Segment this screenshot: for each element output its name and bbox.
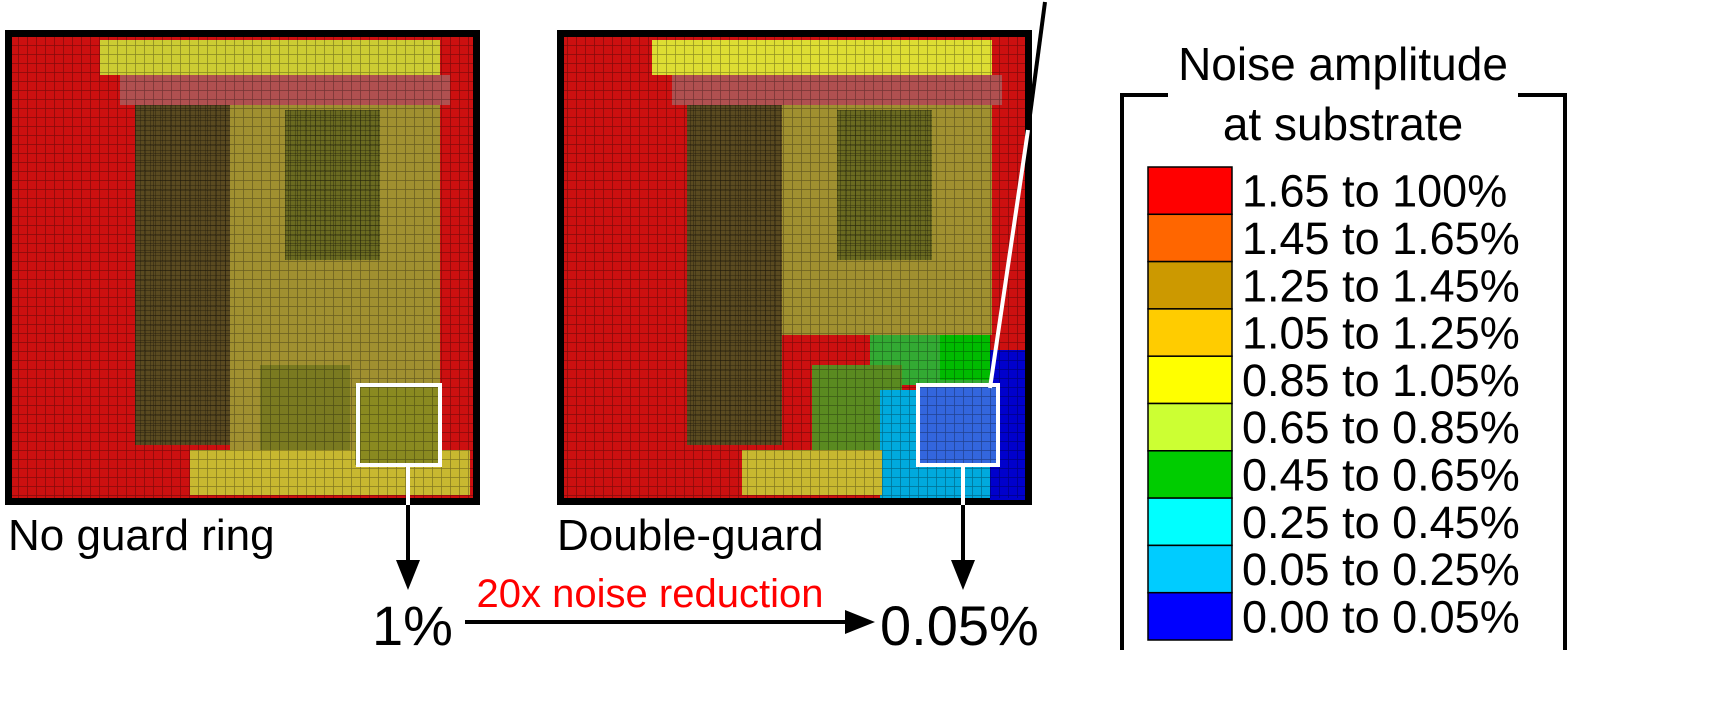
legend-swatch <box>1148 545 1232 592</box>
legend-label: 1.65 to 100% <box>1242 166 1507 217</box>
panel-label: No guard ring <box>8 511 275 560</box>
legend-title: Noise amplitude <box>1178 38 1508 90</box>
value-after: 0.05% <box>880 594 1039 657</box>
legend-swatch <box>1148 309 1232 356</box>
legend-swatch <box>1148 404 1232 451</box>
legend-label: 1.45 to 1.65% <box>1242 213 1520 264</box>
chip-map-left <box>5 30 480 505</box>
legend-title: at substrate <box>1223 98 1463 150</box>
legend-swatch <box>1148 593 1232 640</box>
panel-label: Double-guard <box>557 511 824 560</box>
legend-swatch <box>1148 498 1232 545</box>
reduction-label: 20x noise reduction <box>477 572 824 616</box>
legend-label: 0.05 to 0.25% <box>1242 544 1520 595</box>
legend-label: 0.85 to 1.05% <box>1242 355 1520 406</box>
legend-label: 0.25 to 0.45% <box>1242 497 1520 548</box>
legend-swatch <box>1148 262 1232 309</box>
legend-swatch <box>1148 214 1232 261</box>
legend-swatch <box>1148 451 1232 498</box>
legend-label: 1.05 to 1.25% <box>1242 308 1520 359</box>
legend-label: 0.45 to 0.65% <box>1242 449 1520 500</box>
value-before: 1% <box>372 594 453 657</box>
legend-label: 0.00 to 0.05% <box>1242 591 1520 642</box>
legend-swatch <box>1148 167 1232 214</box>
legend-swatch <box>1148 356 1232 403</box>
figure: No guard ring Double-guard 1% 0.05% 20x … <box>0 0 1715 713</box>
legend-label: 1.25 to 1.45% <box>1242 260 1520 311</box>
legend-label: 0.65 to 0.85% <box>1242 402 1520 453</box>
chip-map-right <box>557 30 1032 505</box>
legend-rows: 1.65 to 100%1.45 to 1.65%1.25 to 1.45%1.… <box>1148 166 1520 643</box>
